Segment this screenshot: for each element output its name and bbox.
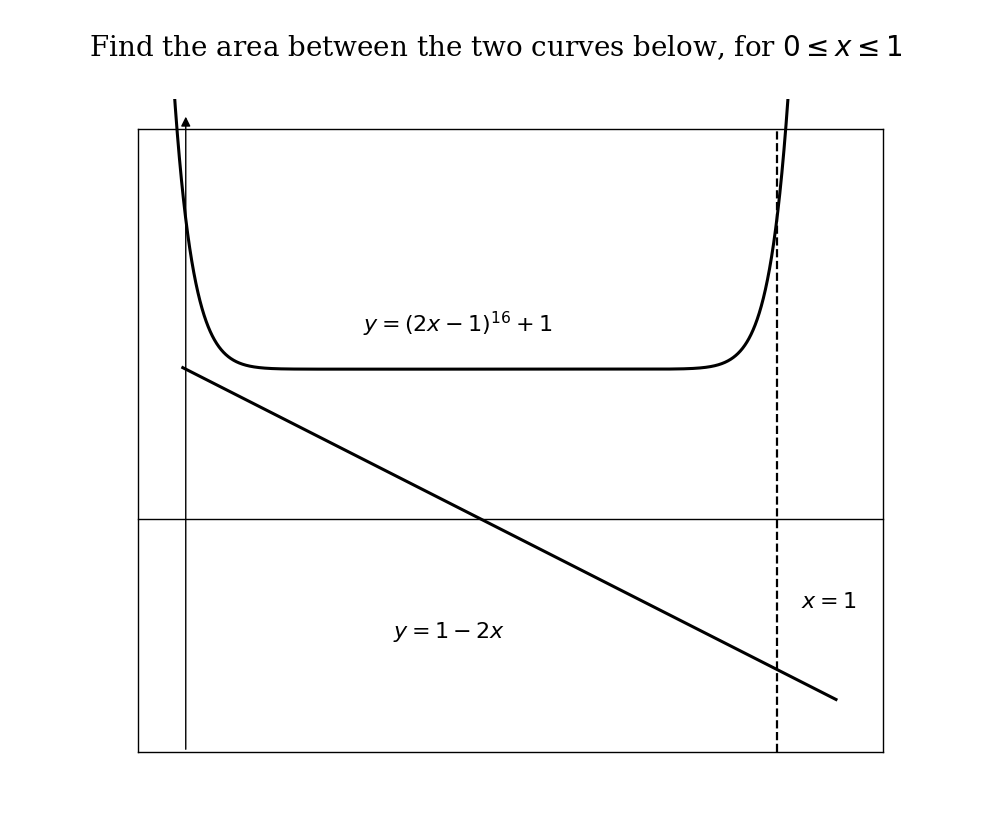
Text: $y = 1-2x$: $y = 1-2x$ [393,620,505,644]
Text: $y = (2x-1)^{16}+1$: $y = (2x-1)^{16}+1$ [363,310,553,339]
Text: Find the area between the two curves below, for $0 \leq x \leq 1$: Find the area between the two curves bel… [89,33,903,62]
Text: $x=1$: $x=1$ [801,591,856,613]
